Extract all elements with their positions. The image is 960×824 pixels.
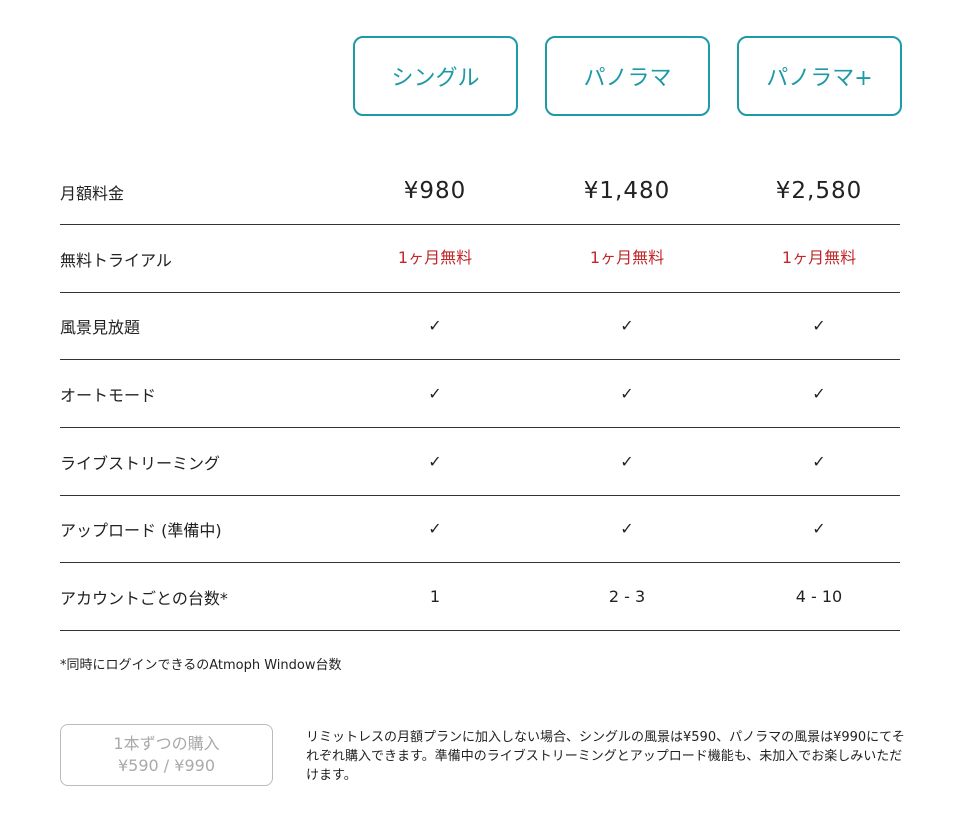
- row-label: ライブストリーミング: [60, 453, 221, 473]
- check-icon: ✓: [620, 316, 634, 335]
- check-icon: ✓: [812, 519, 826, 538]
- check-icon: ✓: [620, 519, 634, 538]
- trial-panorama: 1ヶ月無料: [589, 247, 665, 267]
- table-row-monthly-price: 月額料金 ¥980 ¥1,480 ¥2,580: [60, 157, 900, 225]
- price-panorama: ¥1,480: [583, 178, 671, 204]
- buy-button-prices: ¥590 / ¥990: [118, 756, 215, 775]
- plan-panorama-plus-button[interactable]: パノラマ+: [737, 36, 902, 116]
- row-label: アカウントごとの台数*: [60, 588, 228, 608]
- row-label: アップロード (準備中): [60, 520, 222, 540]
- check-icon: ✓: [428, 384, 442, 403]
- check-icon: ✓: [812, 384, 826, 403]
- devices-panorama-plus: 4 - 10: [795, 587, 843, 606]
- buy-individually-button[interactable]: 1本ずつの購入 ¥590 / ¥990: [60, 724, 273, 786]
- check-icon: ✓: [428, 519, 442, 538]
- table-row-upload: アップロード (準備中) ✓ ✓ ✓: [60, 495, 900, 563]
- plan-single-button[interactable]: シングル: [353, 36, 518, 116]
- devices-single: 1: [429, 587, 441, 606]
- table-row-free-trial: 無料トライアル 1ヶ月無料 1ヶ月無料 1ヶ月無料: [60, 225, 900, 293]
- row-label: 無料トライアル: [60, 250, 172, 270]
- price-single: ¥980: [403, 178, 467, 204]
- check-icon: ✓: [620, 384, 634, 403]
- row-label: オートモード: [60, 385, 157, 405]
- buy-button-label: 1本ずつの購入: [113, 734, 220, 753]
- row-label: 風景見放題: [60, 317, 141, 337]
- purchase-description: リミットレスの月額プランに加入しない場合、シングルの風景は¥590、パノラマの風…: [306, 730, 905, 783]
- check-icon: ✓: [620, 452, 634, 471]
- trial-panorama-plus: 1ヶ月無料: [781, 247, 857, 267]
- table-row-unlimited-scenery: 風景見放題 ✓ ✓ ✓: [60, 292, 900, 360]
- price-panorama-plus: ¥2,580: [775, 178, 863, 204]
- check-icon: ✓: [428, 452, 442, 471]
- footnote: *同時にログインできるのAtmoph Window台数: [60, 658, 342, 673]
- trial-single: 1ヶ月無料: [397, 247, 473, 267]
- table-row-live-streaming: ライブストリーミング ✓ ✓ ✓: [60, 428, 900, 496]
- check-icon: ✓: [428, 316, 442, 335]
- row-label: 月額料金: [60, 184, 125, 203]
- check-icon: ✓: [812, 452, 826, 471]
- devices-panorama: 2 - 3: [608, 587, 646, 606]
- table-row-auto-mode: オートモード ✓ ✓ ✓: [60, 360, 900, 428]
- table-row-devices-per-account: アカウントごとの台数* 1 2 - 3 4 - 10: [60, 563, 900, 631]
- check-icon: ✓: [812, 316, 826, 335]
- plan-panorama-button[interactable]: パノラマ: [545, 36, 710, 116]
